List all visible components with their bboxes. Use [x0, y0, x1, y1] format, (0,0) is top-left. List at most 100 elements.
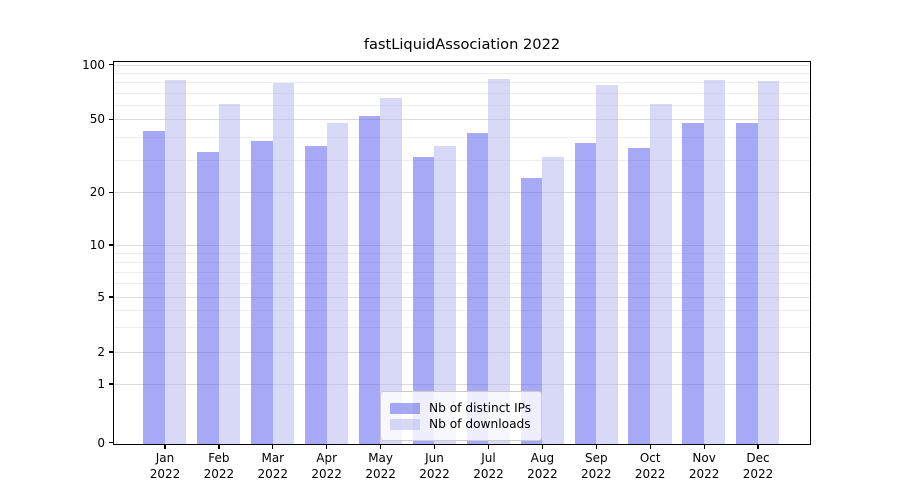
x-tick-year: 2022 [203, 467, 235, 482]
x-tick-mark [595, 443, 597, 449]
y-tick-label: 1 [97, 376, 105, 391]
gridline-minor [114, 261, 810, 263]
x-tick-year: 2022 [742, 467, 774, 482]
x-tick-mark [757, 443, 759, 449]
y-tick-mark [109, 118, 114, 120]
y-tick-label: 10 [89, 238, 105, 252]
plot-area: Nb of distinct IPs Nb of downloads [113, 61, 811, 445]
x-tick-mark [218, 443, 220, 449]
gridline-minor [114, 283, 810, 285]
x-tick-label: Oct 2022 [618, 450, 682, 483]
x-tick-month: Mar [261, 450, 285, 465]
bar-downloads-apr [326, 122, 349, 444]
x-tick-label: Nov 2022 [672, 450, 736, 483]
y-tick-mark [109, 442, 114, 444]
x-tick-label: May 2022 [349, 450, 413, 483]
gridline-minor [114, 159, 810, 161]
x-tick-year: 2022 [149, 467, 181, 482]
x-tick-mark [164, 443, 166, 449]
x-tick-mark [272, 443, 274, 449]
y-tick-mark [109, 351, 114, 353]
gridline-major [114, 351, 810, 353]
legend-swatch-downloads [390, 418, 420, 430]
x-tick-year: 2022 [688, 467, 720, 482]
x-tick-year: 2022 [311, 467, 342, 482]
bar-downloads-oct [650, 103, 672, 444]
bar-distinct-ips-jun [412, 157, 435, 444]
legend-item-downloads: Nb of downloads [390, 417, 531, 431]
gridline-major [114, 191, 810, 193]
x-tick-mark [326, 443, 328, 449]
bar-distinct-ips-oct [628, 147, 650, 444]
y-tick-mark [109, 296, 114, 298]
x-tick-month: Jan [155, 450, 175, 465]
x-tick-label: Jan 2022 [133, 450, 197, 483]
y-tick-label: 100 [82, 57, 105, 72]
y-tick-label: 5 [97, 290, 105, 304]
gridline-major [114, 118, 810, 120]
bar-downloads-aug [542, 157, 564, 444]
bar-distinct-ips-jul [466, 133, 489, 444]
gridline-major [114, 244, 810, 246]
bar-downloads-jun [434, 145, 456, 444]
gridline-minor [114, 327, 810, 329]
x-tick-year: 2022 [257, 467, 289, 482]
x-tick-year: 2022 [527, 467, 558, 482]
x-tick-label: Sep 2022 [564, 450, 628, 483]
bar-downloads-sep [596, 85, 618, 444]
x-tick-month: Dec [746, 450, 770, 465]
bar-distinct-ips-dec [736, 122, 758, 444]
x-tick-month: Nov [692, 450, 716, 465]
x-tick-month: Apr [316, 450, 338, 465]
x-tick-month: Aug [530, 450, 555, 465]
x-tick-label: Jul 2022 [457, 450, 521, 483]
legend-box: Nb of distinct IPs Nb of downloads [380, 391, 543, 441]
y-tick-mark [109, 191, 114, 193]
gridline-minor [114, 82, 810, 83]
legend-label-downloads: Nb of downloads [429, 417, 531, 431]
x-tick-mark [487, 443, 490, 449]
x-tick-mark [541, 443, 544, 449]
x-tick-month: Oct [639, 450, 661, 465]
gridline-minor [114, 271, 810, 273]
x-tick-month: Sep [584, 450, 608, 465]
x-tick-label: Mar 2022 [241, 450, 305, 483]
bar-downloads-feb [218, 103, 241, 444]
x-tick-mark [649, 443, 651, 449]
bar-distinct-ips-nov [682, 122, 704, 444]
gridline-minor [114, 92, 810, 94]
gridline-minor [114, 136, 810, 138]
x-tick-label: Aug 2022 [510, 450, 574, 483]
bar-distinct-ips-sep [574, 143, 597, 444]
gridline-major [114, 296, 810, 298]
gridline-minor [114, 104, 810, 106]
bar-downloads-mar [272, 83, 295, 444]
y-tick-mark [109, 383, 114, 385]
bar-distinct-ips-aug [520, 177, 543, 444]
x-tick-month: Jun [425, 450, 444, 465]
x-tick-label: Apr 2022 [295, 450, 359, 483]
y-tick-mark [109, 64, 114, 66]
y-tick-label: 50 [89, 112, 105, 127]
x-tick-mark [380, 443, 382, 449]
x-tick-year: 2022 [365, 467, 396, 482]
x-tick-month: May [368, 450, 393, 465]
x-tick-label: Feb 2022 [187, 450, 251, 483]
bar-distinct-ips-mar [251, 141, 273, 444]
y-tick-label: 2 [97, 344, 105, 359]
gridline-minor [114, 72, 810, 74]
x-tick-label: Dec 2022 [726, 450, 790, 483]
legend-swatch-distinct-ips [390, 402, 420, 414]
x-tick-label: Jun 2022 [403, 450, 467, 483]
x-tick-year: 2022 [473, 467, 504, 482]
y-tick-mark [109, 244, 114, 246]
bar-distinct-ips-feb [197, 152, 219, 444]
y-tick-label: 20 [89, 185, 105, 200]
bar-downloads-jul [488, 78, 510, 444]
gridline-minor [114, 310, 810, 312]
gridline-major [114, 383, 810, 385]
y-tick-label: 0 [97, 435, 105, 450]
bar-downloads-dec [757, 81, 780, 444]
x-tick-mark [703, 443, 705, 449]
